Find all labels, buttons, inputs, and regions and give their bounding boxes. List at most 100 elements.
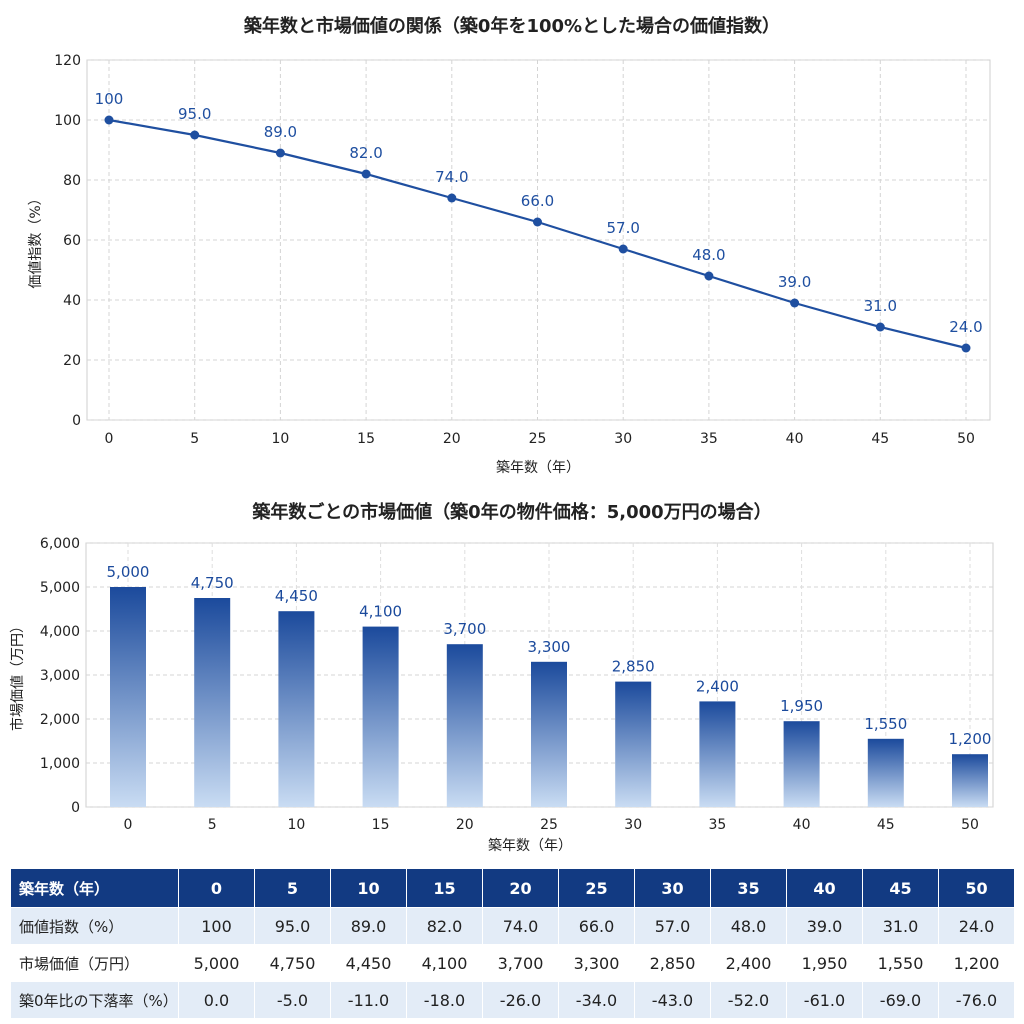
table-header-row: 築年数（年） 0 5 10 15 20 25 30 35 40 45 50 xyxy=(10,868,1015,908)
x-tick-label: 5 xyxy=(208,817,217,833)
data-point xyxy=(190,130,200,140)
x-tick-label: 35 xyxy=(708,817,726,833)
data-label: 2,850 xyxy=(612,658,655,676)
table-cell: 3,700 xyxy=(482,944,559,982)
table-cell: 2,400 xyxy=(710,944,787,982)
table-cell: 31.0 xyxy=(862,907,939,945)
table-cell: 10 xyxy=(330,868,407,908)
data-label: 48.0 xyxy=(692,246,725,264)
data-point xyxy=(447,193,457,203)
data-point xyxy=(875,322,885,332)
table-cell: 95.0 xyxy=(254,907,331,945)
table-cell: 89.0 xyxy=(330,907,407,945)
data-label: 3,700 xyxy=(443,620,486,638)
chart-title: 築年数と市場価値の関係（築0年を100%とした場合の価値指数） xyxy=(243,15,780,37)
y-tick-label: 0 xyxy=(72,413,81,429)
data-table: 築年数（年） 0 5 10 15 20 25 30 35 40 45 50 価値指数（%） 100 95.0… xyxy=(10,868,1015,1019)
table-cell: 4,450 xyxy=(330,944,407,982)
table-cell: 50 xyxy=(938,868,1015,908)
table-cell: 0 xyxy=(178,868,255,908)
table-cell: 25 xyxy=(558,868,635,908)
table-row: 築0年比の下落率（%） 0.0 -5.0 -11.0 -18.0 -26.0 -34.0 -4… xyxy=(10,981,1015,1019)
table-cell: 4,750 xyxy=(254,944,331,982)
x-tick-label: 30 xyxy=(614,431,632,447)
x-axis-title: 築年数（年） xyxy=(488,838,572,854)
data-label: 82.0 xyxy=(349,144,382,162)
table-cell: -43.0 xyxy=(634,981,711,1019)
bar xyxy=(615,681,652,807)
data-label: 31.0 xyxy=(864,297,897,315)
row-label: 築0年比の下落率（%） xyxy=(10,981,179,1019)
y-tick-label: 120 xyxy=(54,53,81,69)
row-label: 価値指数（%） xyxy=(10,907,179,945)
data-point xyxy=(104,115,114,125)
table-cell: 20 xyxy=(482,868,559,908)
bar xyxy=(783,721,820,807)
y-tick-label: 0 xyxy=(71,800,80,816)
table-cell: -34.0 xyxy=(558,981,635,1019)
x-tick-label: 5 xyxy=(190,431,199,447)
bar xyxy=(110,587,146,807)
data-label: 24.0 xyxy=(949,318,982,336)
table-cell: 1,950 xyxy=(786,944,863,982)
table-cell: -69.0 xyxy=(862,981,939,1019)
table-cell: -5.0 xyxy=(254,981,331,1019)
data-label: 4,750 xyxy=(191,574,234,592)
data-point xyxy=(704,271,714,281)
bar xyxy=(278,611,315,807)
x-tick-label: 40 xyxy=(793,817,811,833)
data-point xyxy=(961,343,971,353)
y-axis-title: 市場価値（万円） xyxy=(9,619,26,731)
data-label: 57.0 xyxy=(606,219,639,237)
y-tick-label: 6,000 xyxy=(40,536,80,552)
row-label: 築年数（年） xyxy=(10,868,179,908)
x-tick-label: 35 xyxy=(700,431,718,447)
table-cell: 66.0 xyxy=(558,907,635,945)
data-label: 2,400 xyxy=(696,677,739,695)
table-cell: 39.0 xyxy=(786,907,863,945)
table-cell: 5 xyxy=(254,868,331,908)
x-tick-label: 45 xyxy=(877,817,895,833)
row-label: 市場価値（万円） xyxy=(10,944,179,982)
bar xyxy=(952,754,988,807)
table-cell: 30 xyxy=(634,868,711,908)
x-tick-label: 15 xyxy=(372,817,390,833)
table-cell: -18.0 xyxy=(406,981,483,1019)
data-label: 3,300 xyxy=(528,638,571,656)
x-tick-label: 50 xyxy=(961,817,979,833)
table-cell: 57.0 xyxy=(634,907,711,945)
table-cell: 24.0 xyxy=(938,907,1015,945)
bar-chart: 0 1,000 2,000 3,000 4,000 5,000 6,000 5,000 0 4,7… xyxy=(9,501,994,854)
data-label: 4,100 xyxy=(359,603,402,621)
line-chart: 0 20 40 60 80 100 120 0 5 10 15 20 25 30 35 40 45 50 100 95… xyxy=(28,15,991,476)
data-point xyxy=(618,244,628,254)
data-label: 66.0 xyxy=(521,192,554,210)
data-label: 39.0 xyxy=(778,273,811,291)
x-tick-label: 20 xyxy=(443,431,461,447)
table-cell: 3,300 xyxy=(558,944,635,982)
table-cell: 74.0 xyxy=(482,907,559,945)
data-label: 89.0 xyxy=(264,123,297,141)
bar xyxy=(446,644,483,807)
table-cell: -11.0 xyxy=(330,981,407,1019)
x-tick-label: 0 xyxy=(105,431,114,447)
y-tick-label: 60 xyxy=(63,233,81,249)
x-tick-label: 10 xyxy=(287,817,305,833)
table-cell: 15 xyxy=(406,868,483,908)
table-cell: -26.0 xyxy=(482,981,559,1019)
chart-title: 築年数ごとの市場価値（築0年の物件価格：5,000万円の場合） xyxy=(251,501,771,523)
table-cell: 5,000 xyxy=(178,944,255,982)
y-tick-label: 1,000 xyxy=(40,756,80,772)
data-label: 5,000 xyxy=(107,563,150,581)
x-tick-label: 25 xyxy=(529,431,547,447)
data-label: 1,950 xyxy=(780,697,823,715)
bar xyxy=(531,661,567,807)
table-row: 市場価値（万円） 5,000 4,750 4,450 4,100 3,700 3,300 2,… xyxy=(10,944,1015,982)
data-label: 95.0 xyxy=(178,105,211,123)
table-cell: -61.0 xyxy=(786,981,863,1019)
data-label: 1,550 xyxy=(864,715,907,733)
data-label: 100 xyxy=(95,90,124,108)
data-label: 1,200 xyxy=(949,730,992,748)
y-tick-label: 4,000 xyxy=(40,624,80,640)
data-point xyxy=(275,148,285,158)
